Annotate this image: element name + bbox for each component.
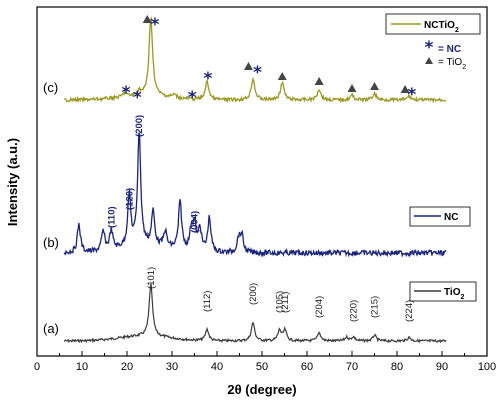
legend-tio2: TiO2: [409, 281, 477, 302]
legend-label-tio2-marker: = TiO2: [438, 57, 466, 71]
x-tick-label: 10: [76, 361, 88, 373]
hkl-label: (224): [404, 300, 415, 322]
tio2-triangle-marker: [347, 84, 357, 92]
y-axis-title: Intensity (a.u.): [5, 138, 20, 226]
hkl-label: (112): [202, 291, 213, 312]
x-tick-label: 80: [391, 361, 403, 373]
trace-label-b: (b): [43, 235, 59, 250]
hkl-label: (211): [280, 292, 291, 313]
nc-star-marker: *: [122, 83, 131, 103]
legend-label-nctio2: NCTiO2: [424, 20, 459, 34]
legend-label-nc: NC: [444, 212, 458, 223]
trace-label-a: (a): [43, 321, 59, 336]
hkl-label: (110): [106, 206, 117, 228]
x-tick-label: 20: [121, 361, 133, 373]
legend-label-tio2: TiO2: [444, 287, 464, 301]
hkl-labels-tio2: (101) (112) (200) (105)(211) (204) (220) (215)…: [146, 267, 415, 322]
tio2-triangle-marker: [142, 15, 152, 23]
nc-star-marker: *: [133, 88, 142, 108]
nc-star-marker: *: [150, 15, 159, 35]
x-tick-label: 50: [256, 361, 268, 373]
hkl-label: (120): [124, 188, 135, 210]
phase-markers-nctio2: * **** **: [122, 15, 416, 108]
series-line-nc: [63, 132, 447, 258]
nc-star-marker: *: [204, 69, 213, 89]
tio2-triangle-marker: [400, 85, 410, 93]
nc-star-marker: *: [407, 85, 416, 105]
legend-nctio2: NCTiO2: [385, 13, 481, 35]
plot-frame: [36, 6, 488, 357]
tio2-triangle-marker: [370, 82, 379, 90]
hkl-label: (215): [370, 296, 381, 318]
hkl-label: (101): [146, 267, 157, 289]
hkl-label: (200): [134, 115, 145, 137]
tio2-triangle-marker: [314, 77, 324, 85]
hkl-labels-nc: (110) (120) (200) (004): [106, 115, 200, 233]
x-tick-label: 30: [166, 361, 178, 373]
hkl-label: (220): [348, 300, 359, 322]
hkl-label: (204): [314, 296, 325, 318]
hkl-label: (004): [190, 211, 201, 233]
x-axis-title: 2θ (degree): [227, 382, 296, 397]
hkl-label: (105): [275, 291, 286, 313]
series-line-nctio2: [63, 16, 447, 104]
nc-star-marker: *: [253, 63, 262, 83]
tio2-triangle-marker: [277, 72, 287, 80]
tio2-triangle-marker: [244, 62, 253, 70]
nc-star-marker: *: [188, 88, 197, 108]
legend-triangle-icon: [425, 57, 433, 64]
trace-label-c: (c): [43, 80, 58, 95]
x-axis-ticks: 0 10 20 30 40 50 60 70 80 90 100: [34, 351, 496, 373]
legend-nc: NC: [409, 206, 471, 227]
hkl-label: (200): [248, 283, 259, 305]
x-tick-label: 40: [211, 361, 223, 373]
legend-label-nc-marker: = NC: [438, 44, 461, 55]
series-line-tio2: [63, 283, 447, 344]
legend-star-icon: *: [425, 38, 434, 58]
x-tick-label: 100: [478, 361, 496, 373]
x-tick-label: 60: [301, 361, 313, 373]
x-tick-label: 0: [34, 361, 40, 373]
x-tick-label: 90: [436, 361, 448, 373]
marker-legend: * = NC = TiO2: [425, 38, 467, 71]
x-tick-label: 70: [346, 361, 358, 373]
